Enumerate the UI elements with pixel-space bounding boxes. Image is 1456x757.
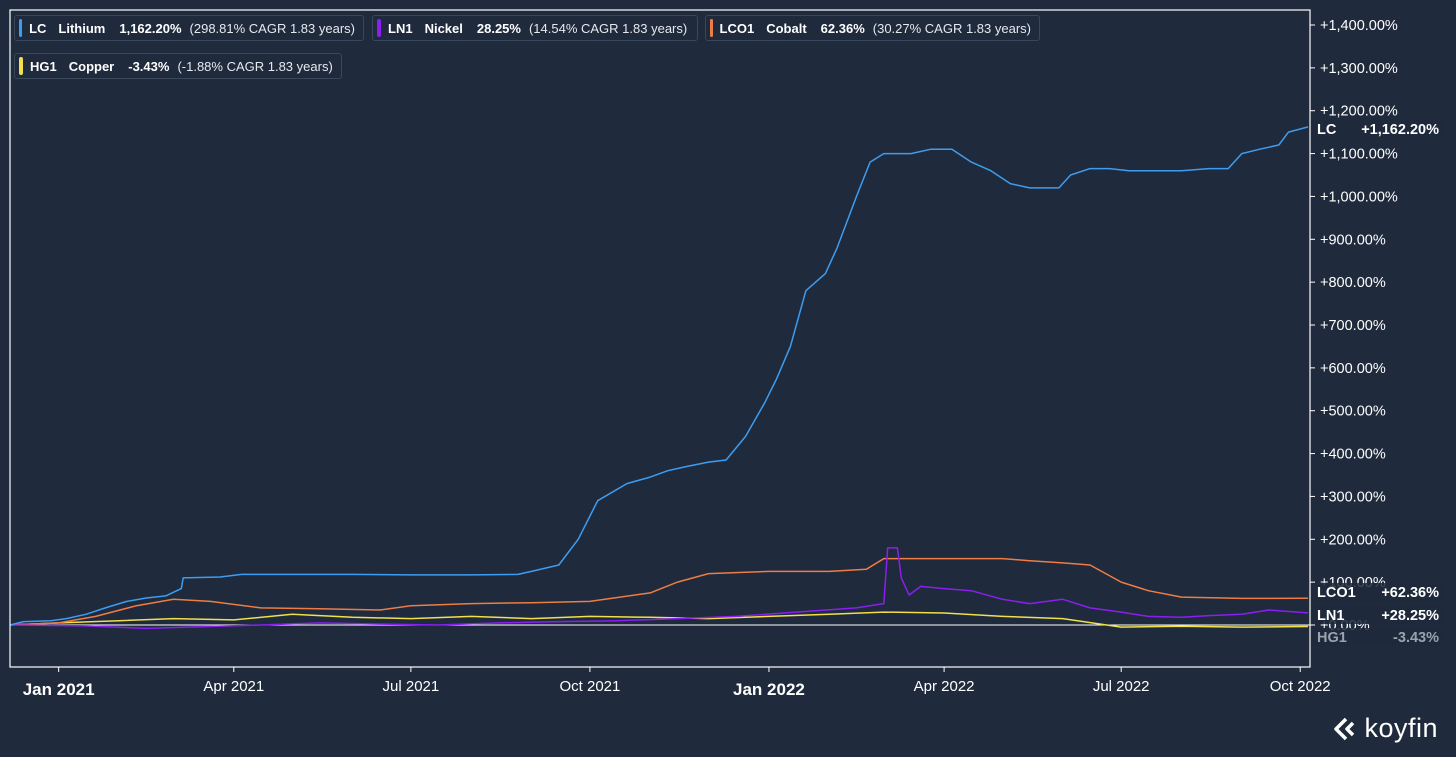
end-label-bg bbox=[1312, 628, 1442, 646]
legend-ticker: LN1 bbox=[388, 20, 413, 36]
legend-cagr: (-1.88% CAGR 1.83 years) bbox=[177, 58, 333, 74]
series-line-nickel bbox=[9, 547, 1309, 630]
end-label-value-copper: -3.43% bbox=[1393, 630, 1439, 646]
x-axis: Jan 2021 Apr 2021 Jul 2021 Oct 2021 Jan 2022… bbox=[23, 667, 1331, 699]
end-label-value-lithium: +1,162.20% bbox=[1361, 122, 1439, 138]
legend-item-cobalt[interactable]: LCO1 Cobalt 62.36% (30.27% CAGR 1.83 years) bbox=[705, 15, 1040, 41]
x-tick-label: Oct 2022 bbox=[1270, 678, 1331, 695]
series-line-cobalt bbox=[9, 557, 1309, 626]
legend-ticker: LCO1 bbox=[719, 20, 755, 36]
y-tick-label: +200.00% bbox=[1320, 532, 1386, 548]
legend-series-name: Cobalt bbox=[766, 20, 807, 36]
legend-series-name: Nickel bbox=[424, 20, 463, 36]
y-tick-label: +1,100.00% bbox=[1320, 147, 1398, 163]
end-label-ticker-cobalt: LCO1 bbox=[1317, 585, 1356, 601]
y-tick-label: +700.00% bbox=[1320, 318, 1386, 334]
legend-return: 1,162.20% bbox=[119, 20, 182, 36]
legend-cagr: (30.27% CAGR 1.83 years) bbox=[872, 20, 1031, 36]
legend-item-nickel[interactable]: LN1 Nickel 28.25% (14.54% CAGR 1.83 years) bbox=[372, 15, 698, 41]
legend-return: 62.36% bbox=[820, 20, 865, 36]
end-label-bg bbox=[1312, 583, 1442, 601]
y-tick-label: +1,300.00% bbox=[1320, 61, 1398, 77]
end-label-ticker-copper: HG1 bbox=[1317, 630, 1347, 646]
plot-frame bbox=[9, 9, 1311, 668]
legend-cagr: (14.54% CAGR 1.83 years) bbox=[528, 20, 688, 36]
x-tick-label: Jul 2021 bbox=[383, 678, 440, 695]
series-line-copper bbox=[9, 611, 1309, 628]
y-tick-label: +900.00% bbox=[1320, 232, 1386, 248]
legend-series-name: Copper bbox=[68, 58, 115, 74]
y-tick-label: +300.00% bbox=[1320, 489, 1386, 505]
end-label-value-cobalt: +62.36% bbox=[1381, 585, 1439, 601]
y-tick-label: +1,400.00% bbox=[1320, 18, 1398, 34]
end-label-bg bbox=[1312, 120, 1442, 138]
legend-swatch bbox=[710, 19, 713, 37]
x-tick-label: Apr 2021 bbox=[203, 678, 264, 695]
x-tick-label: Jan 2022 bbox=[733, 680, 805, 699]
series-line-lithium bbox=[9, 126, 1309, 626]
y-tick-label: +1,000.00% bbox=[1320, 189, 1398, 205]
legend-ticker: HG1 bbox=[30, 58, 57, 74]
x-tick-label: Jan 2021 bbox=[23, 680, 95, 699]
end-label-value-nickel: +28.25% bbox=[1381, 608, 1439, 624]
legend-cagr: (298.81% CAGR 1.83 years) bbox=[189, 20, 355, 36]
end-label-ticker-nickel: LN1 bbox=[1317, 608, 1344, 624]
x-tick-label: Jul 2022 bbox=[1093, 678, 1150, 695]
x-tick-label: Oct 2021 bbox=[559, 678, 620, 695]
legend-series-name: Lithium bbox=[58, 20, 106, 36]
y-tick-label: +500.00% bbox=[1320, 404, 1386, 420]
x-tick-label: Apr 2022 bbox=[914, 678, 975, 695]
legend-ticker: LC bbox=[29, 20, 47, 36]
y-tick-label: +800.00% bbox=[1320, 275, 1386, 291]
legend-item-copper[interactable]: HG1 Copper -3.43% (-1.88% CAGR 1.83 years) bbox=[14, 53, 342, 79]
brand-name: koyfin bbox=[1364, 713, 1438, 743]
series-layer bbox=[9, 126, 1310, 630]
legend-swatch bbox=[19, 19, 23, 37]
legend-swatch bbox=[377, 19, 381, 37]
koyfin-chevron-logo-icon bbox=[1334, 717, 1355, 740]
y-tick-label: +600.00% bbox=[1320, 361, 1386, 377]
legend-swatch bbox=[19, 57, 23, 75]
y-tick-label: +400.00% bbox=[1320, 447, 1386, 463]
koyfin-logo: koyfin bbox=[1332, 713, 1438, 744]
end-label-ticker-lithium: LC bbox=[1317, 122, 1337, 138]
end-labels: LC +1,162.20% LN1 +28.25% LCO1 +62.36% HG1 -3.4… bbox=[1312, 120, 1442, 646]
legend-return: -3.43% bbox=[128, 58, 170, 74]
legend-item-lithium[interactable]: LC Lithium 1,162.20% (298.81% CAGR 1.83 yea… bbox=[14, 15, 364, 41]
legend-return: 28.25% bbox=[476, 20, 521, 36]
y-tick-label: +1,200.00% bbox=[1320, 104, 1398, 120]
y-axis: +1,400.00% +1,300.00% +1,200.00% +1,100.00%… bbox=[1310, 18, 1398, 634]
end-label-bg bbox=[1312, 606, 1442, 624]
